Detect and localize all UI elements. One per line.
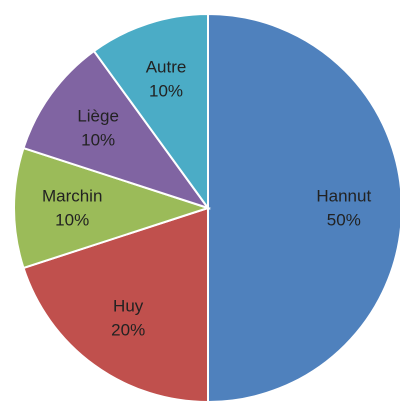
slice-label: Liège xyxy=(77,107,119,126)
slice-label: Autre xyxy=(146,57,187,76)
slice-label: Hannut xyxy=(316,186,371,205)
pie-slice xyxy=(22,49,211,210)
slice-value-label: 50% xyxy=(327,210,361,229)
slice-value-label: 10% xyxy=(55,210,89,229)
pie-slice xyxy=(13,146,212,270)
slice-value-label: 20% xyxy=(111,320,145,339)
pie-slice xyxy=(22,206,209,404)
pie-slice xyxy=(92,12,209,212)
slice-value-label: 10% xyxy=(81,131,115,150)
pie-slice xyxy=(207,12,400,404)
slice-value-label: 10% xyxy=(149,81,183,100)
slice-label: Huy xyxy=(113,296,144,315)
slice-label: Marchin xyxy=(42,186,102,205)
